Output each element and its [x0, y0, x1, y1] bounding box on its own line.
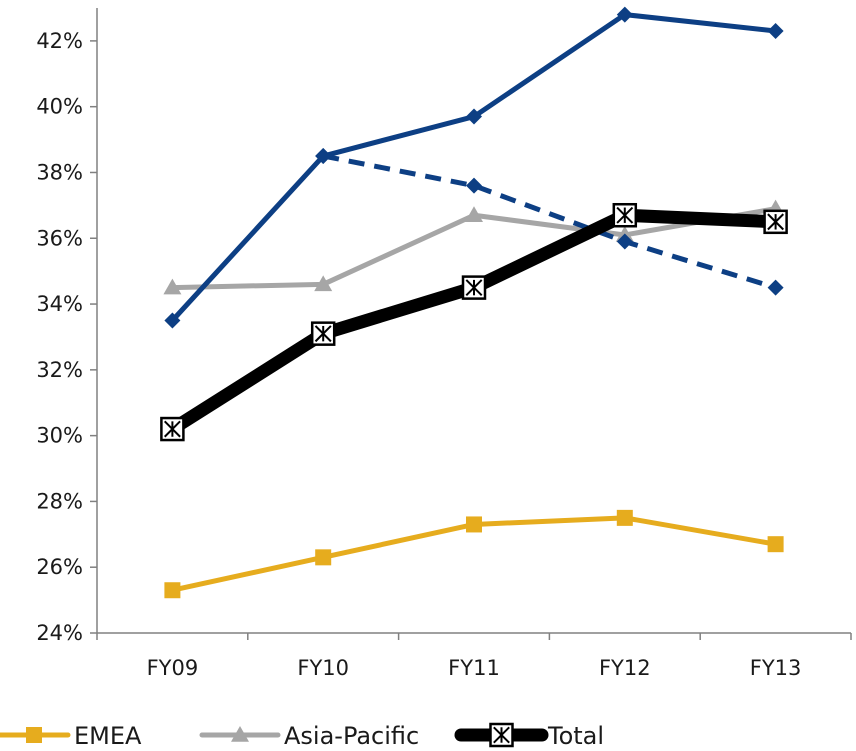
data-point [465, 206, 483, 222]
data-point [616, 509, 633, 526]
y-tick-label: 28% [36, 489, 83, 513]
data-point [767, 23, 784, 40]
legend-item-asia-pacific: Asia-Pacific [199, 722, 419, 750]
data-point [616, 233, 633, 250]
x-tick-label: FY13 [750, 656, 802, 680]
data-point [160, 416, 185, 442]
legend: EMEA Asia-Pacific Total [0, 722, 604, 750]
data-point [767, 536, 784, 553]
y-tick-label: 42% [36, 29, 83, 53]
series-unlabeled-solid [164, 6, 784, 329]
data-point [489, 722, 514, 748]
data-point [163, 278, 182, 295]
y-tick-label: 40% [36, 95, 83, 119]
data-point [26, 727, 42, 743]
data-point [616, 6, 633, 23]
series-layer [160, 6, 788, 599]
x-tick-label: FY10 [297, 656, 349, 680]
data-point [314, 275, 333, 292]
legend-item-emea: EMEA [0, 722, 142, 750]
x-tick-label: FY09 [147, 656, 199, 680]
legend-item-total: Total [454, 722, 604, 750]
series-line [169, 12, 779, 323]
series-total [160, 202, 788, 442]
series-line [322, 153, 777, 290]
y-tick-label: 24% [36, 621, 83, 645]
legend-label: Asia-Pacific [284, 722, 419, 750]
data-point [315, 148, 332, 165]
data-point [164, 582, 181, 599]
y-tick-label: 26% [36, 555, 83, 579]
chart-axes: 24% 26% 28% 30% 32% 34% 36% 38% 40% 42% FY09 FY10 FY… [36, 8, 852, 680]
series-asia-pacific [163, 199, 785, 295]
data-point [315, 549, 332, 566]
data-point [461, 275, 487, 300]
data-point [767, 279, 784, 296]
data-point [763, 209, 788, 235]
x-tick-label: FY11 [448, 656, 500, 680]
legend-label: Total [547, 722, 604, 750]
data-point [612, 202, 638, 228]
data-point [466, 177, 482, 194]
data-point [164, 312, 181, 329]
data-point [466, 516, 482, 533]
data-point [466, 108, 482, 125]
data-point [310, 321, 336, 346]
series-emea [164, 509, 784, 599]
y-tick-label: 30% [36, 424, 83, 448]
y-tick-label: 34% [36, 292, 83, 316]
y-tick-label: 38% [36, 160, 83, 184]
legend-label: EMEA [74, 722, 142, 750]
series-line [165, 208, 783, 436]
y-tick-label: 36% [36, 226, 83, 250]
data-point [231, 726, 249, 742]
x-tick-label: FY12 [599, 656, 651, 680]
y-tick-label: 32% [36, 358, 83, 382]
